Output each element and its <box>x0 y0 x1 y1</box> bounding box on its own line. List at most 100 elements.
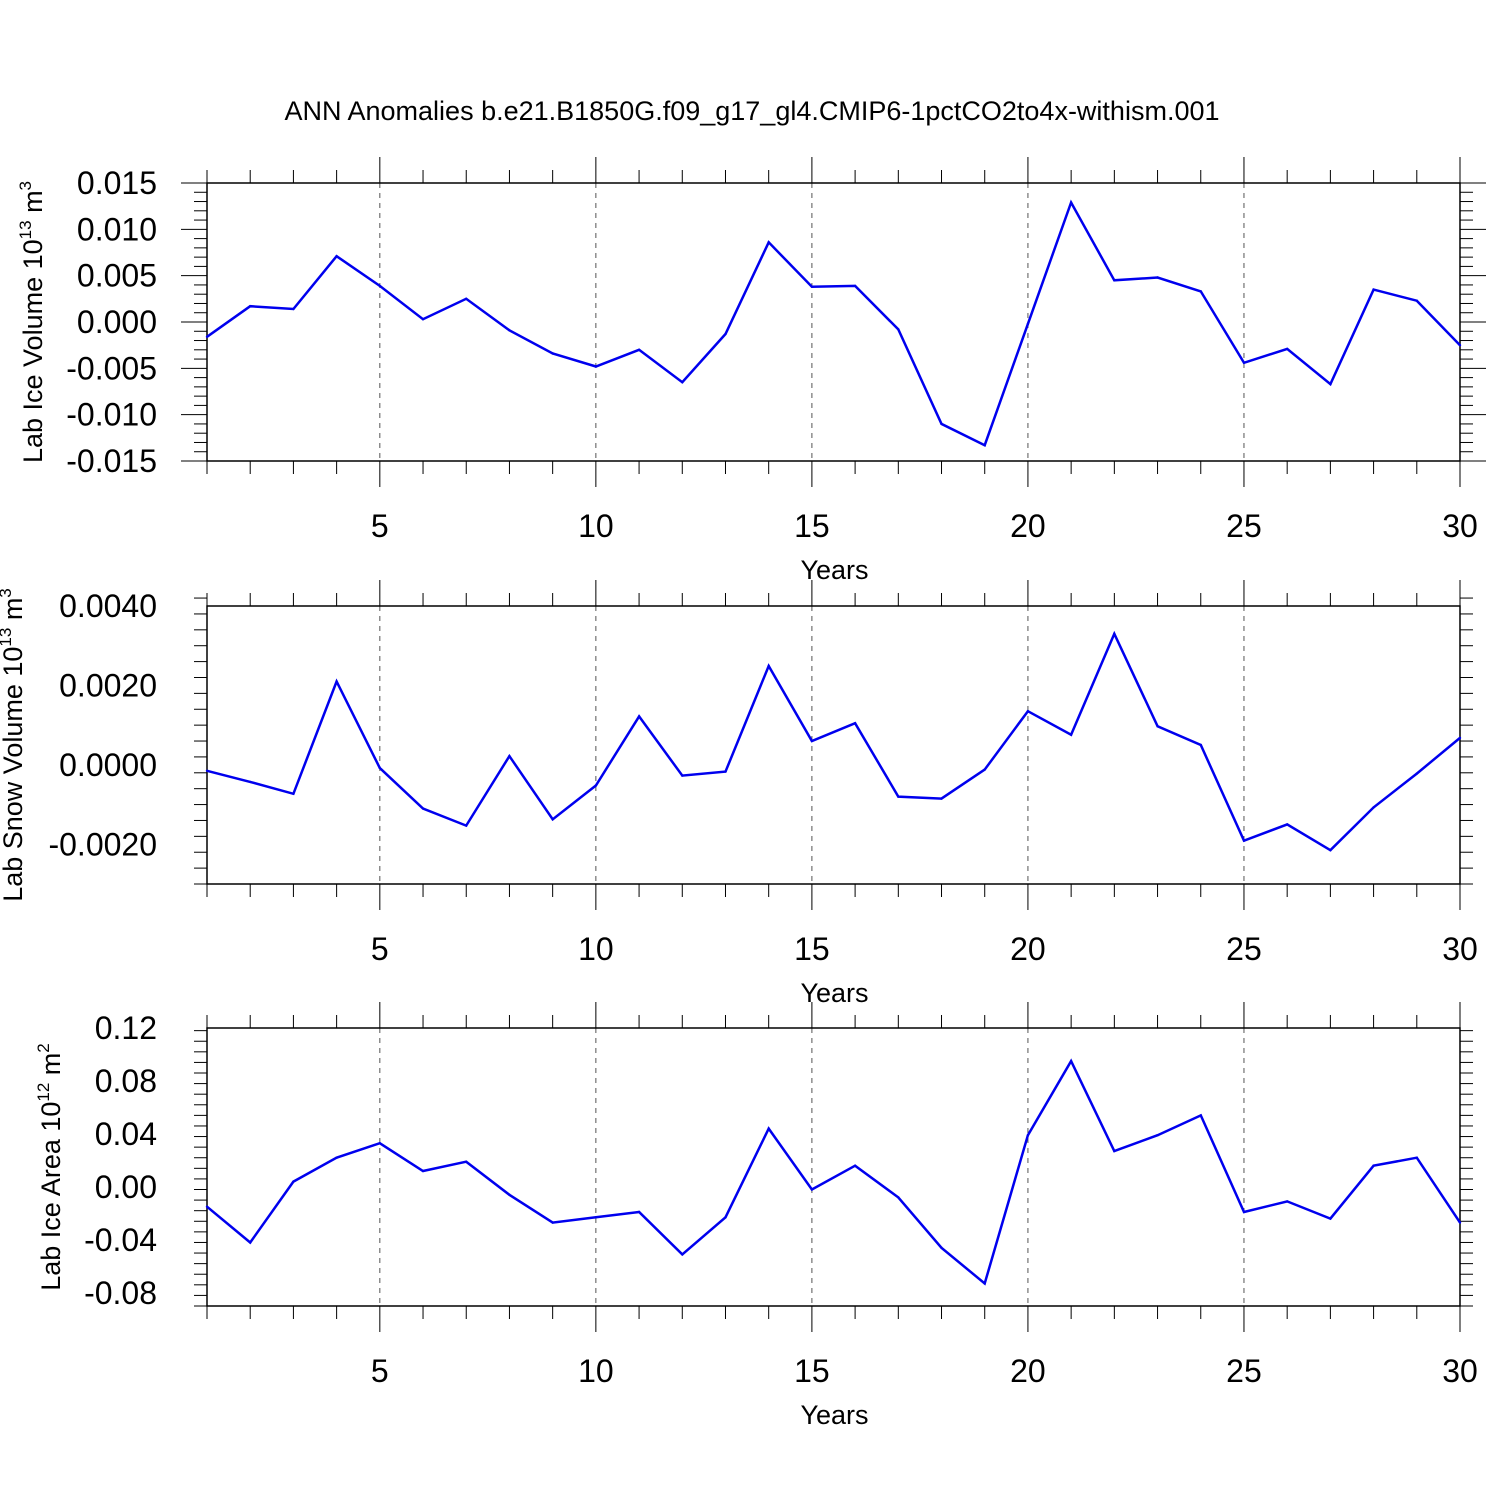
data-point <box>594 365 598 368</box>
y-axis-label-unit-exponent: 2 <box>34 1043 53 1052</box>
x-tick-label: 5 <box>371 931 389 967</box>
x-tick-label: 15 <box>794 508 830 544</box>
data-point <box>983 1282 986 1285</box>
x-tick-label: 20 <box>1010 931 1046 967</box>
data-point <box>1113 279 1116 282</box>
data-point <box>897 1196 900 1199</box>
panel-2: 5 10 15 20 25 30 -0.0020 0.0000 0.0020 0.0040 Year… <box>0 580 1478 1008</box>
data-point <box>594 1216 598 1219</box>
data-point <box>249 305 252 308</box>
data-point <box>551 818 554 821</box>
y-tick-label: 0.00 <box>95 1169 157 1205</box>
y-axis-label-exponent: 12 <box>34 1083 53 1102</box>
data-point <box>1156 725 1159 728</box>
data-point <box>897 795 900 798</box>
data-point <box>1026 1134 1030 1137</box>
data-point <box>767 664 770 668</box>
x-tick-label: 30 <box>1442 508 1478 544</box>
x-tick-label: 10 <box>578 1353 614 1389</box>
plot-frame <box>206 182 1461 462</box>
data-point <box>1329 849 1332 852</box>
data-point <box>1458 344 1462 347</box>
data-point <box>378 766 381 770</box>
data-point <box>1113 632 1116 635</box>
y-tick-label: 0.000 <box>77 304 157 340</box>
data-point <box>465 824 468 827</box>
y-axis-label: Lab Ice Area 1012 m2 <box>34 1043 66 1291</box>
panel-1: 5 10 15 20 25 30 -0.015 -0.010 -0.005 0.000 0.005 0… <box>16 157 1486 585</box>
data-point <box>1286 823 1289 826</box>
series-points <box>205 632 1462 852</box>
data-point <box>1286 1200 1289 1203</box>
data-point <box>1199 290 1203 293</box>
data-point <box>465 1160 468 1163</box>
data-point <box>853 722 857 725</box>
plot-frame <box>206 605 1461 885</box>
y-axis-label-unit: m <box>18 190 48 220</box>
data-point <box>205 1205 209 1208</box>
data-point <box>292 307 295 311</box>
y-axis-label-text: Lab Snow Volume 10 <box>0 647 28 902</box>
y-axis-label-unit: m <box>36 1053 66 1083</box>
x-tick-label: 30 <box>1442 1353 1478 1389</box>
data-point <box>681 1253 684 1256</box>
data-point <box>1242 839 1246 842</box>
data-point <box>421 1169 425 1173</box>
data-point <box>1199 743 1203 747</box>
data-point <box>249 1241 252 1244</box>
x-tick-label: 25 <box>1226 931 1262 967</box>
data-point <box>681 774 684 777</box>
x-tick-label: 15 <box>794 931 830 967</box>
x-tick-label: 25 <box>1226 1353 1262 1389</box>
data-point <box>421 807 425 810</box>
data-point <box>378 1142 381 1145</box>
series-line <box>206 199 1461 447</box>
x-axis-label: Years <box>800 555 868 585</box>
x-tick-label: 15 <box>794 1353 830 1389</box>
x-axis-label: Years <box>800 1400 868 1430</box>
data-point <box>335 1156 338 1159</box>
data-point <box>1372 806 1375 809</box>
data-point <box>1026 710 1030 713</box>
data-point <box>1286 347 1289 351</box>
data-point <box>249 780 252 784</box>
x-tick-label: 5 <box>371 1353 389 1389</box>
x-tick-label: 30 <box>1442 931 1478 967</box>
data-point <box>508 754 511 758</box>
data-point <box>1372 1164 1375 1167</box>
series-points <box>205 1059 1462 1285</box>
data-point <box>810 1188 814 1191</box>
data-point <box>637 1210 641 1214</box>
data-point <box>292 792 295 795</box>
data-point <box>1156 276 1159 279</box>
data-point <box>1415 299 1419 302</box>
data-point <box>1069 733 1073 736</box>
data-point <box>897 328 900 331</box>
y-axis-label-unit-exponent: 3 <box>16 181 35 190</box>
series-line <box>206 1058 1462 1286</box>
data-point <box>1113 1149 1116 1153</box>
data-point <box>637 348 641 351</box>
x-tick-label: 20 <box>1010 1353 1046 1389</box>
data-point <box>1026 322 1030 326</box>
data-point <box>1242 361 1246 364</box>
x-tick-label: 20 <box>1010 508 1046 544</box>
data-point <box>637 715 641 718</box>
y-tick-label: 0.08 <box>95 1063 157 1099</box>
data-point <box>810 285 814 288</box>
data-point <box>421 318 425 321</box>
data-point <box>1458 1221 1462 1224</box>
data-point <box>551 352 554 355</box>
data-point <box>205 335 209 338</box>
x-tick-label: 5 <box>371 508 389 544</box>
y-tick-label: -0.0020 <box>48 826 157 862</box>
y-axis-label-text: Lab Ice Area 10 <box>36 1102 66 1291</box>
x-tick-label: 10 <box>578 931 614 967</box>
y-tick-label: 0.0000 <box>59 747 157 783</box>
data-point <box>853 1164 857 1167</box>
data-point <box>983 444 986 447</box>
y-tick-label: -0.005 <box>66 350 157 386</box>
figure-title: ANN Anomalies b.e21.B1850G.f09_g17_gl4.C… <box>284 96 1219 126</box>
plot-frame <box>206 1027 1461 1307</box>
x-axis-label: Years <box>800 978 868 1008</box>
